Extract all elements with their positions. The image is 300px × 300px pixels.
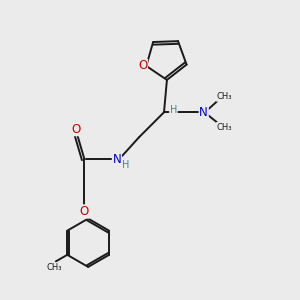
- Text: H: H: [170, 105, 177, 115]
- Text: CH₃: CH₃: [46, 263, 62, 272]
- Text: H: H: [122, 160, 129, 170]
- Text: N: N: [200, 106, 208, 119]
- Text: CH₃: CH₃: [217, 92, 232, 101]
- Text: N: N: [112, 153, 121, 166]
- Text: O: O: [138, 59, 147, 73]
- Text: O: O: [71, 123, 80, 136]
- Text: O: O: [80, 205, 89, 218]
- Text: CH₃: CH₃: [217, 122, 232, 131]
